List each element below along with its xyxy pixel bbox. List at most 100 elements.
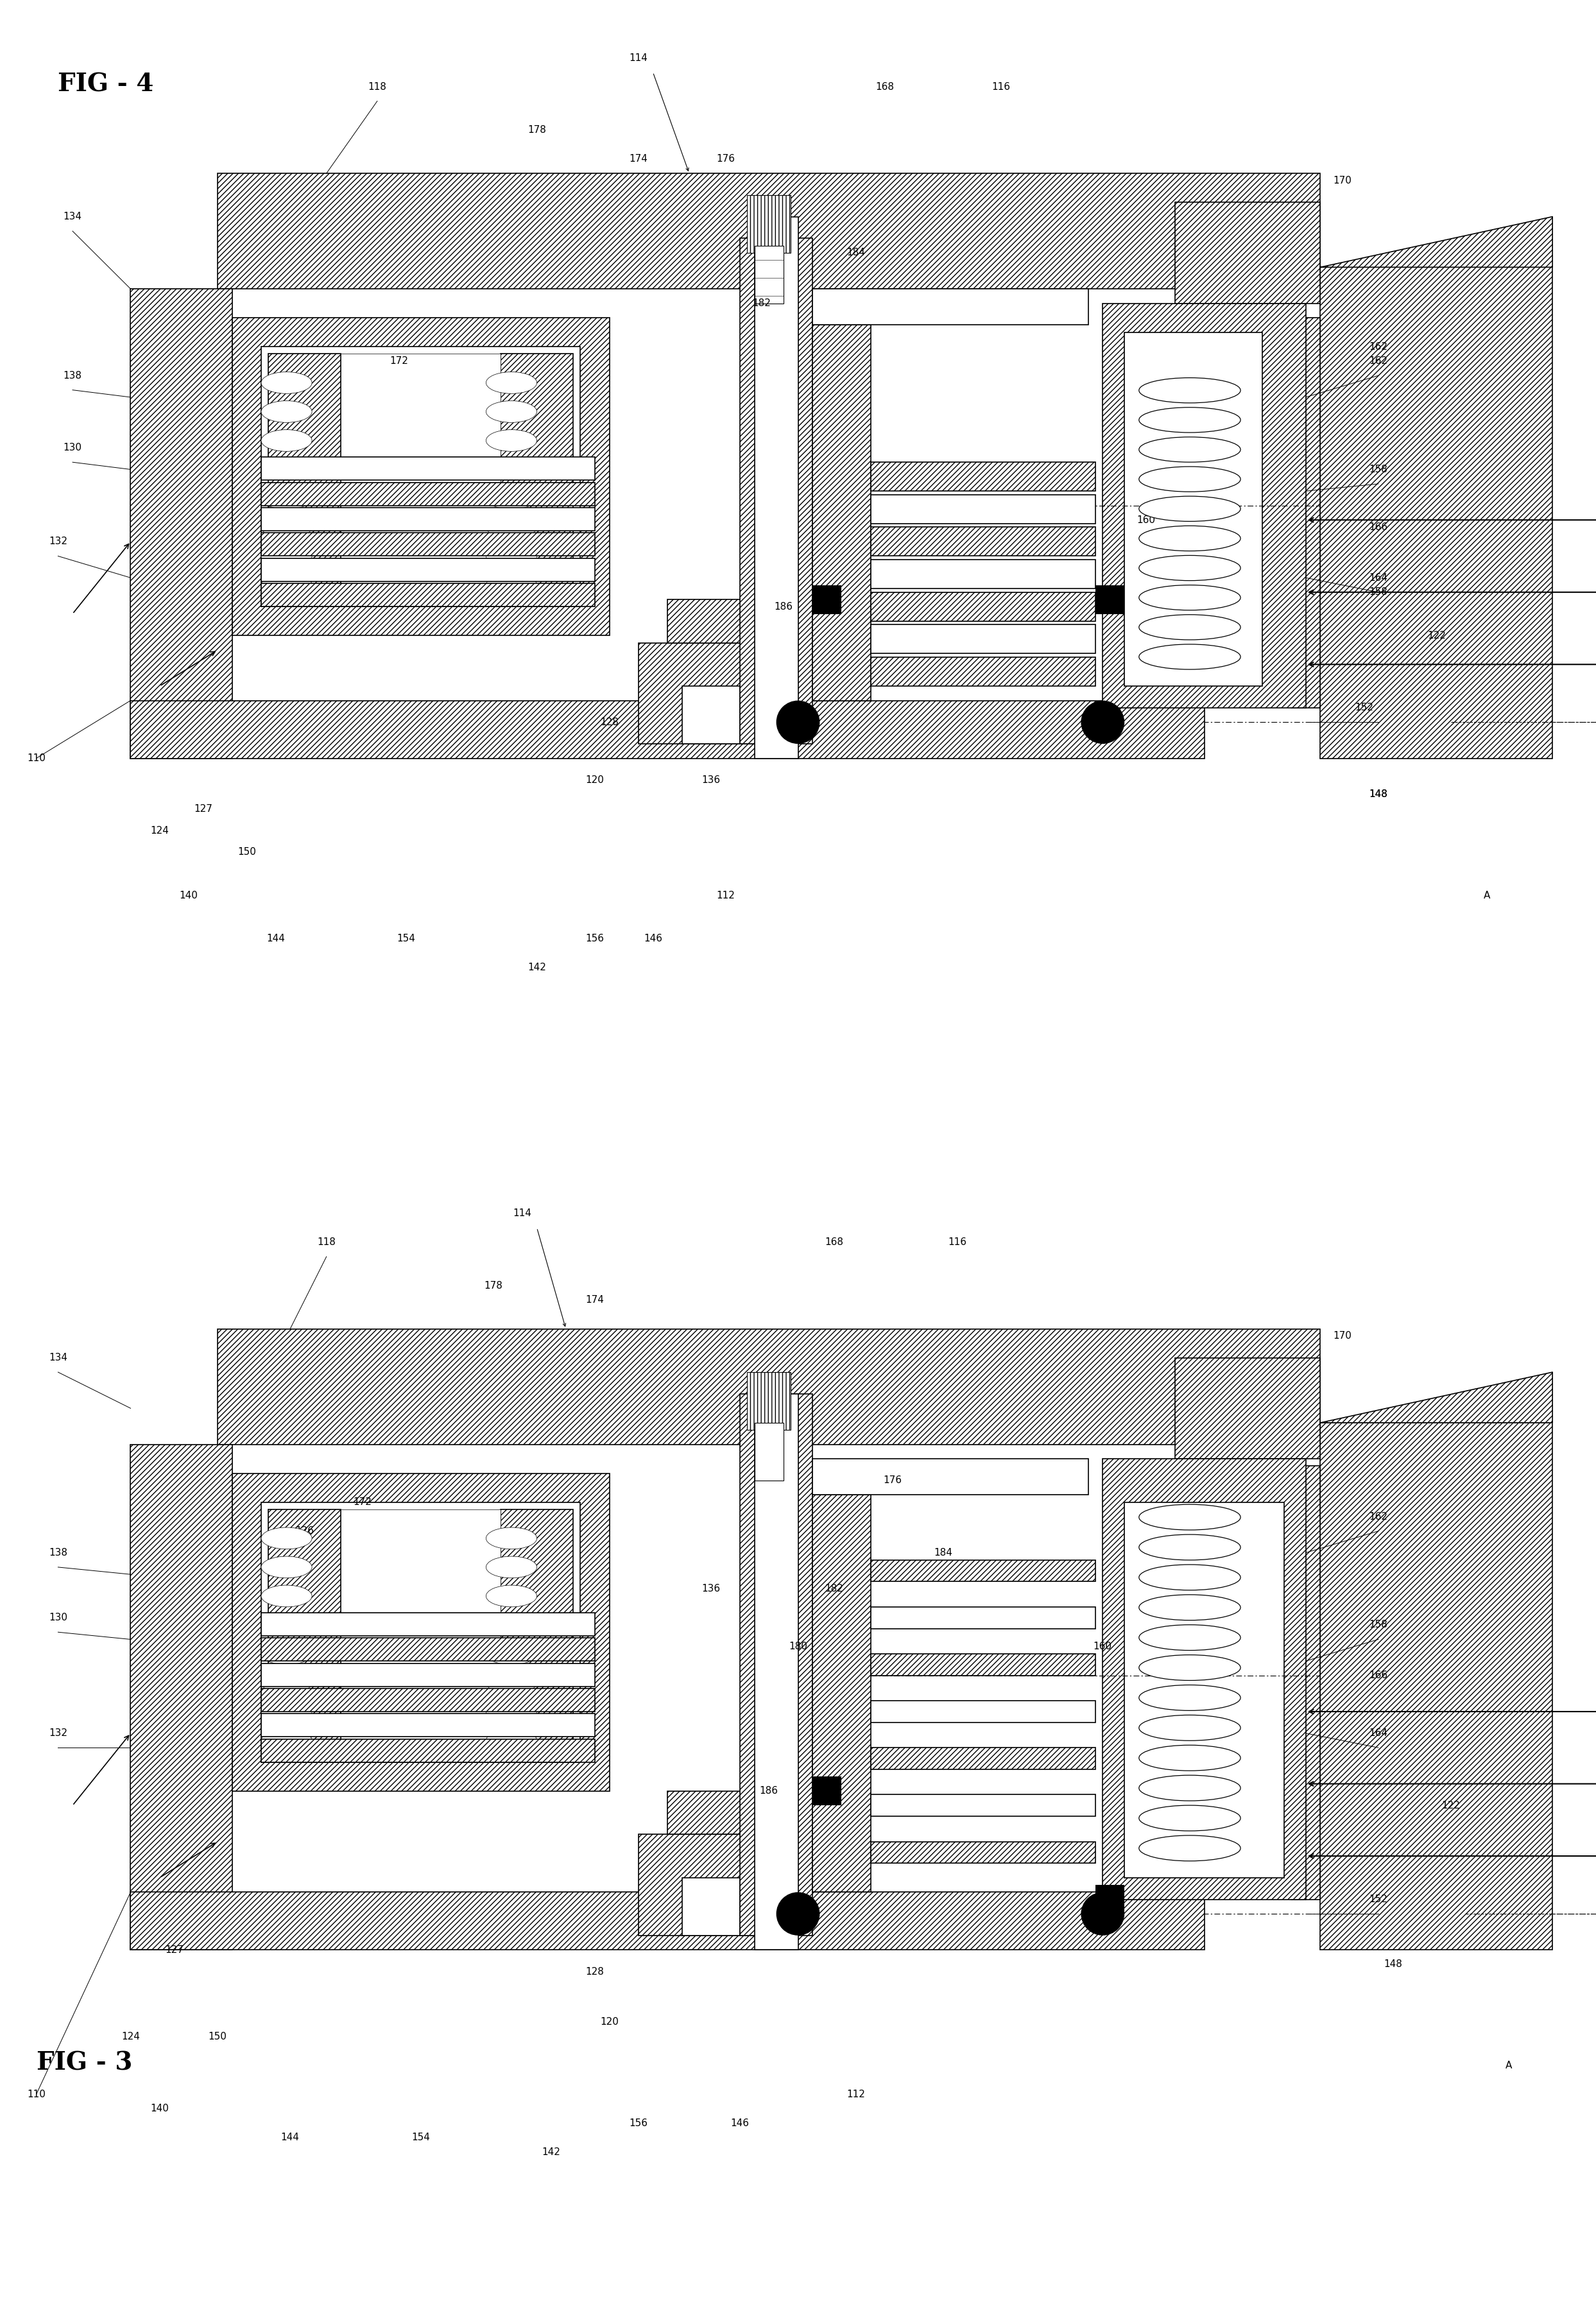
- Text: 186: 186: [760, 1786, 779, 1796]
- Bar: [870, 462, 1095, 490]
- Bar: [870, 495, 1095, 525]
- Text: 138: 138: [49, 1548, 67, 1558]
- Text: 122: 122: [1427, 631, 1446, 640]
- Text: A: A: [1505, 2061, 1513, 2071]
- Bar: [681, 1877, 741, 1937]
- Ellipse shape: [1140, 1595, 1240, 1620]
- Bar: [1291, 317, 1320, 707]
- Text: FIG - 3: FIG - 3: [37, 2052, 132, 2075]
- Bar: [667, 1791, 755, 1835]
- Bar: [747, 194, 790, 252]
- Text: 182: 182: [825, 1583, 844, 1595]
- Text: 158: 158: [1369, 465, 1387, 474]
- Bar: [262, 508, 595, 532]
- Bar: [870, 592, 1095, 622]
- Text: 160: 160: [1093, 1641, 1112, 1652]
- Bar: [131, 1444, 231, 1950]
- Bar: [262, 458, 595, 481]
- Text: 160: 160: [1136, 515, 1156, 525]
- Ellipse shape: [262, 458, 311, 481]
- Ellipse shape: [1080, 1893, 1125, 1937]
- Ellipse shape: [487, 488, 536, 508]
- Bar: [870, 1560, 1095, 1581]
- Ellipse shape: [262, 515, 311, 538]
- Bar: [870, 1606, 1095, 1629]
- Bar: [741, 238, 812, 744]
- Ellipse shape: [487, 430, 536, 451]
- Ellipse shape: [776, 1893, 820, 1937]
- Ellipse shape: [487, 1643, 536, 1664]
- Text: 118: 118: [369, 81, 386, 92]
- Ellipse shape: [1140, 615, 1240, 640]
- Text: 114: 114: [512, 1209, 531, 1218]
- Ellipse shape: [1140, 1805, 1240, 1830]
- Text: 152: 152: [1355, 703, 1373, 712]
- Text: 172: 172: [389, 356, 409, 365]
- Bar: [268, 1509, 342, 1754]
- Bar: [268, 1509, 342, 1754]
- Text: 184: 184: [934, 1548, 953, 1558]
- Bar: [755, 217, 798, 758]
- Ellipse shape: [1140, 585, 1240, 610]
- Text: 127: 127: [164, 1946, 184, 1955]
- Bar: [1095, 1886, 1125, 1914]
- Text: 164: 164: [1369, 573, 1387, 582]
- Ellipse shape: [487, 372, 536, 393]
- Text: 118: 118: [318, 1236, 335, 1248]
- Ellipse shape: [1140, 1625, 1240, 1650]
- Bar: [131, 700, 1205, 758]
- Ellipse shape: [1140, 1775, 1240, 1800]
- Bar: [262, 483, 595, 506]
- Text: 178: 178: [528, 125, 546, 134]
- Bar: [1175, 203, 1320, 303]
- Bar: [268, 354, 342, 599]
- Bar: [870, 1842, 1095, 1863]
- Ellipse shape: [1140, 1655, 1240, 1680]
- Bar: [1320, 268, 1553, 758]
- Ellipse shape: [487, 573, 536, 596]
- Bar: [747, 1373, 790, 1431]
- Text: 130: 130: [49, 1613, 67, 1622]
- Ellipse shape: [487, 1729, 536, 1752]
- Bar: [231, 1474, 610, 1791]
- Text: 146: 146: [643, 934, 662, 943]
- Text: 166: 166: [1369, 522, 1387, 532]
- Bar: [1175, 1357, 1320, 1458]
- Bar: [231, 317, 610, 636]
- Bar: [747, 194, 790, 252]
- Ellipse shape: [262, 430, 311, 451]
- Text: 140: 140: [179, 890, 198, 901]
- Bar: [262, 1689, 595, 1712]
- Text: 132: 132: [49, 536, 67, 545]
- Bar: [1320, 268, 1553, 758]
- Bar: [870, 1747, 1095, 1770]
- Ellipse shape: [1140, 467, 1240, 492]
- Bar: [1103, 303, 1306, 707]
- Bar: [217, 173, 1320, 289]
- Bar: [1291, 1465, 1320, 1900]
- Bar: [870, 559, 1095, 589]
- Bar: [262, 1613, 595, 1636]
- Bar: [812, 1458, 1088, 1495]
- Ellipse shape: [1140, 1565, 1240, 1590]
- Ellipse shape: [1140, 527, 1240, 550]
- Text: 116: 116: [991, 81, 1010, 92]
- Text: 120: 120: [586, 774, 605, 786]
- Bar: [870, 1560, 1095, 1581]
- Text: 148: 148: [1384, 1960, 1403, 1969]
- Bar: [262, 1689, 595, 1712]
- Text: 170: 170: [1333, 1331, 1352, 1340]
- Ellipse shape: [262, 1585, 311, 1606]
- Text: 180: 180: [788, 1641, 808, 1652]
- Bar: [262, 1638, 595, 1662]
- Bar: [1291, 317, 1320, 707]
- Text: 176: 176: [883, 1477, 902, 1486]
- Bar: [1320, 1424, 1553, 1950]
- Text: 154: 154: [412, 2133, 429, 2142]
- Bar: [870, 656, 1095, 686]
- Bar: [741, 1394, 812, 1937]
- Ellipse shape: [1080, 700, 1125, 744]
- Bar: [262, 582, 595, 605]
- Ellipse shape: [262, 573, 311, 596]
- Bar: [342, 1509, 501, 1754]
